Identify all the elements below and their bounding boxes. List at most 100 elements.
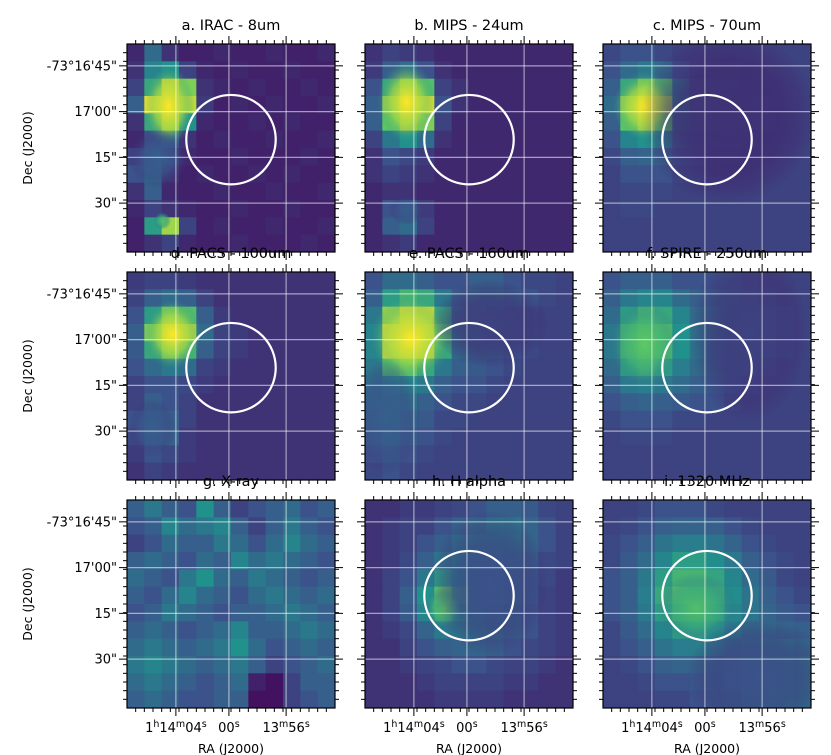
aperture-circle [661,321,753,414]
ra-tick-label: 00s [218,719,240,736]
heatmap-cell [365,656,383,674]
heatmap-cell [538,217,557,236]
heatmap-cell [521,200,539,218]
heatmap-cell [469,445,487,464]
heatmap-cell [196,445,215,464]
heatmap-cell [248,341,267,360]
heatmap-cell [689,500,708,518]
heatmap-cell [300,44,319,62]
heatmap-cell [417,393,435,412]
heatmap-cell [161,690,180,708]
heatmap-cell [555,393,573,412]
heatmap-cell [231,586,249,605]
heatmap-cell [793,534,811,553]
heatmap-cell [776,234,795,252]
heatmap-cell [741,445,760,464]
heatmap-cell [620,638,639,657]
heatmap-cell [672,358,691,377]
heatmap-cell [503,217,522,236]
heatmap-cell [382,656,401,674]
heatmap-cell [434,638,453,657]
heatmap-cell [555,113,573,132]
heatmap-cell [538,621,557,640]
heatmap-cell [538,393,557,412]
heatmap-cell [707,517,725,536]
heatmap-cell [144,517,163,536]
heatmap-cell [127,656,145,674]
heatmap-cell [265,393,284,412]
heatmap-cell [603,462,621,480]
heatmap-cell [521,78,539,97]
heatmap-cell [603,445,621,464]
heatmap-cell [555,673,573,692]
heatmap-cell [317,96,335,114]
heatmap-cell [538,445,557,464]
heatmap-cell [555,690,573,708]
heatmap-cell [469,130,487,149]
heatmap-cell [503,445,522,464]
heatmap-cell [127,569,145,588]
tick-marks [595,264,819,488]
heatmap-cell [724,500,743,518]
heatmap-cell [231,462,249,480]
heatmap-cell [196,534,215,553]
heatmap-cell [399,621,418,640]
heatmap-cell [521,96,539,114]
heatmap-cell [672,217,691,236]
heatmap-cell [603,586,621,605]
heatmap-cell [179,517,197,536]
heatmap-cell [248,182,267,201]
heatmap-cell [469,393,487,412]
heatmap-cell [637,462,656,480]
heatmap-cell [179,673,197,692]
heatmap-cell [265,165,284,184]
heatmap-cell [231,358,249,377]
heatmap-cell [538,130,557,149]
heatmap-cell [317,306,335,325]
heatmap-cell [300,569,319,588]
heatmap-cell [655,517,673,536]
dec-tick-label: -73°16'45" [47,287,117,302]
heatmap-cell [365,44,383,62]
heatmap-cell [486,234,505,252]
heatmap-cell [538,96,557,114]
heatmap-cell [300,234,319,252]
heatmap-cell [265,445,284,464]
heatmap-cell [231,234,249,252]
heatmap-cell [469,182,487,201]
heatmap-cell [620,44,639,62]
heatmap-cell [655,638,673,657]
heatmap-c [603,44,811,252]
ra-tick-label: 13m56s [262,719,309,736]
heatmap-cell [365,500,383,518]
heatmap-cell [382,500,401,518]
heatmap-i [603,500,811,708]
aperture-circle [661,93,753,186]
ra-tick-label: 1h14m04s [383,719,445,736]
heatmap-cell [365,569,383,588]
heatmap-cell [161,44,180,62]
heatmap-cell [637,586,656,605]
heatmap-cell [759,428,777,446]
heatmap-cell [382,534,401,553]
heatmap-cell [486,217,505,236]
heatmap-cell [672,410,691,429]
heatmap-cell [793,234,811,252]
heatmap-cell [265,200,284,218]
heatmap-cell [759,217,777,236]
heatmap-cell [231,500,249,518]
heatmap-cell [144,638,163,657]
heatmap-cell [793,182,811,201]
heatmap-cell [213,638,232,657]
heatmap-cell [417,500,435,518]
heatmap-cell [793,200,811,218]
heatmap-cell [637,517,656,536]
dec-tick-label: 15" [94,607,117,622]
heatmap-cell [521,462,539,480]
heatmap-cell [179,182,197,201]
emission-source [377,61,436,144]
heatmap-cell [555,569,573,588]
heatmap-cell [265,673,284,692]
heatmap-cell [161,462,180,480]
